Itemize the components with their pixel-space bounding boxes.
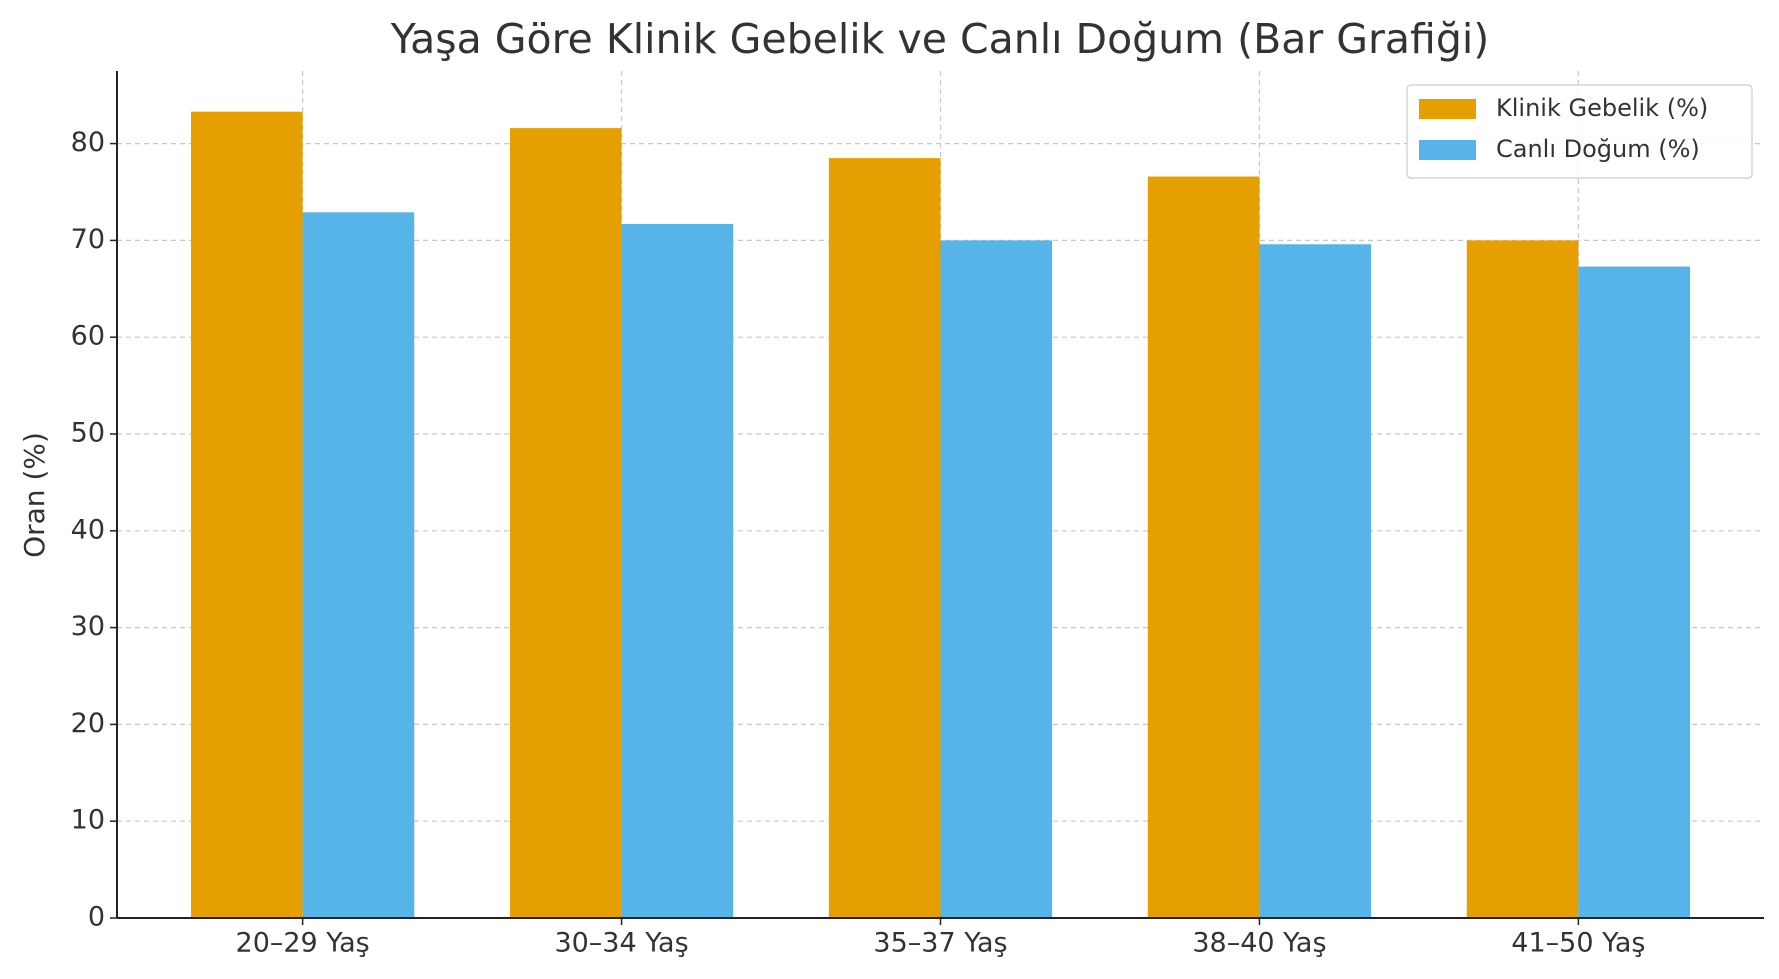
legend-swatch (1419, 99, 1476, 119)
legend-label: Canlı Doğum (%) (1496, 135, 1700, 163)
y-axis-label: Oran (%) (18, 432, 51, 558)
x-tick-label: 41–50 Yaş (1511, 928, 1645, 959)
bar (828, 158, 941, 918)
bar (1147, 176, 1260, 919)
bar (190, 111, 303, 918)
y-tick-label: 10 (71, 805, 105, 836)
y-tick-label: 0 (88, 902, 105, 933)
bar (509, 128, 622, 918)
chart-title: Yaşa Göre Klinik Gebelik ve Canlı Doğum … (390, 15, 1490, 63)
x-tick-label: 20–29 Yaş (236, 928, 370, 959)
y-tick-label: 50 (71, 418, 105, 449)
y-tick-label: 60 (71, 321, 105, 352)
legend-label: Klinik Gebelik (%) (1496, 94, 1708, 122)
legend-swatch (1419, 140, 1476, 160)
bar (621, 223, 734, 919)
x-tick-label: 35–37 Yaş (873, 928, 1007, 959)
bar (1466, 240, 1579, 918)
bar (940, 240, 1053, 918)
x-tick-label: 38–40 Yaş (1192, 928, 1326, 959)
legend: Klinik Gebelik (%) Canlı Doğum (%) (1406, 84, 1753, 179)
y-tick-label: 20 (71, 708, 105, 739)
x-tick-label: 30–34 Yaş (554, 928, 688, 959)
bar (1259, 244, 1372, 919)
bar (1578, 266, 1691, 918)
y-tick-label: 40 (71, 514, 105, 545)
bar (302, 212, 415, 918)
y-tick-label: 80 (71, 127, 105, 158)
y-tick-label: 70 (71, 224, 105, 255)
legend-box (1406, 84, 1753, 179)
y-tick-label: 30 (71, 611, 105, 642)
